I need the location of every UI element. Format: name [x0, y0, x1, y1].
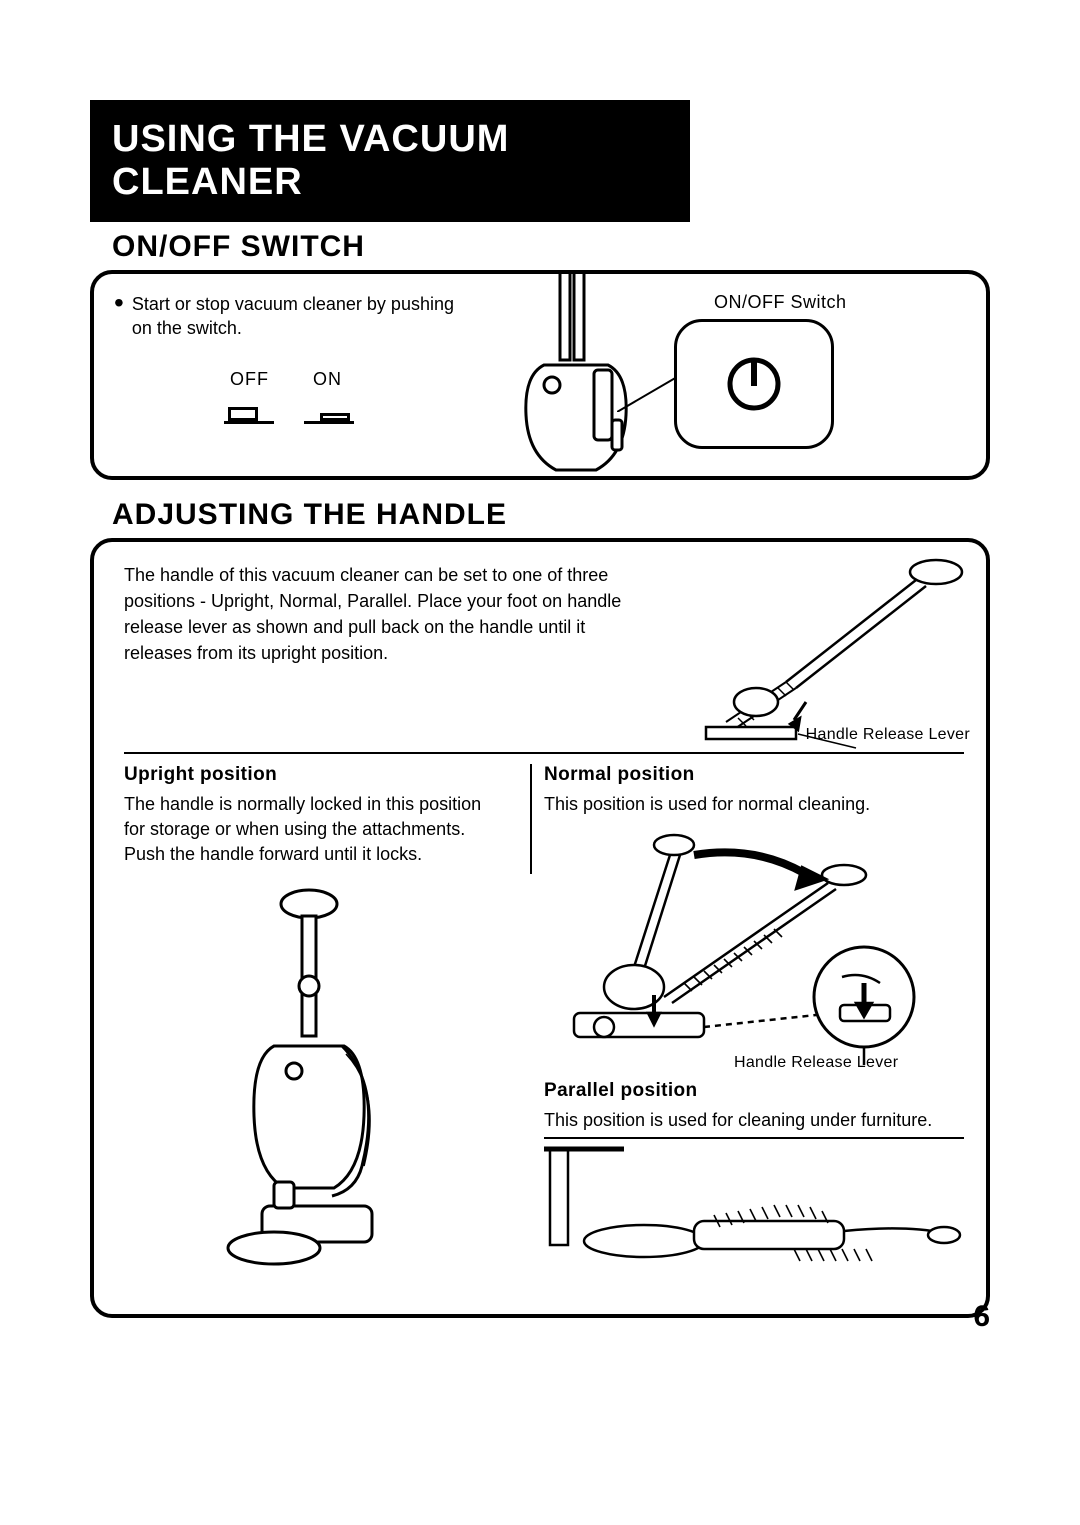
page-title-text: USING THE VACUUM CLEANER	[112, 118, 509, 203]
column-normal: Normal position This position is used fo…	[544, 764, 974, 1067]
onoff-instruction-row: • Start or stop vacuum cleaner by pushin…	[114, 292, 474, 341]
normal-title: Normal position	[544, 764, 974, 786]
column-parallel: Parallel position This position is used …	[544, 1080, 974, 1275]
label-on: ON	[313, 369, 342, 390]
parallel-body: This position is used for cleaning under…	[544, 1108, 974, 1133]
bullet-icon: •	[114, 292, 124, 341]
column-upright: Upright position The handle is normally …	[124, 764, 504, 1276]
handle-release-lever-label-zoom: Handle Release Lever	[734, 1054, 898, 1072]
onoff-switch-callout: ON/OFF Switch	[674, 292, 974, 449]
divider-vertical	[530, 764, 532, 874]
onoff-switch-button-frame	[674, 319, 834, 449]
parallel-title: Parallel position	[544, 1080, 974, 1102]
power-icon	[724, 354, 784, 414]
handle-release-illustration	[686, 552, 976, 752]
divider-horizontal	[124, 752, 964, 754]
manual-page: USING THE VACUUM CLEANER ON/OFF SWITCH •…	[90, 100, 990, 1318]
page-number: 6	[973, 1300, 990, 1334]
handle-release-lever-label-top: Handle Release Lever	[806, 726, 970, 744]
label-off: OFF	[230, 369, 269, 390]
upright-position-illustration	[214, 886, 414, 1276]
page-title-bar: USING THE VACUUM CLEANER	[90, 100, 690, 222]
section-heading-handle: ADJUSTING THE HANDLE	[112, 498, 990, 532]
normal-position-illustration	[544, 827, 964, 1067]
parallel-position-illustration	[544, 1145, 964, 1275]
switch-labels: OFF ON	[230, 369, 424, 390]
normal-body: This position is used for normal cleanin…	[544, 792, 974, 817]
upright-title: Upright position	[124, 764, 504, 786]
panel-adjusting-handle: The handle of this vacuum cleaner can be…	[90, 538, 990, 1318]
switch-state-off-icon	[224, 396, 274, 424]
handle-intro-text: The handle of this vacuum cleaner can be…	[124, 562, 644, 666]
upright-body: The handle is normally locked in this po…	[124, 792, 504, 868]
switch-shapes	[224, 396, 424, 424]
onoff-switch-callout-label: ON/OFF Switch	[714, 292, 974, 313]
onoff-instruction-text: Start or stop vacuum cleaner by pushing …	[132, 292, 474, 341]
panel-onoff-switch: • Start or stop vacuum cleaner by pushin…	[90, 270, 990, 480]
section-heading-onoff: ON/OFF SWITCH	[112, 230, 990, 264]
divider-under-parallel	[544, 1137, 964, 1139]
switch-state-on-icon	[304, 396, 354, 424]
switch-diagram: OFF ON	[224, 369, 424, 424]
callout-leader-line	[617, 372, 677, 412]
